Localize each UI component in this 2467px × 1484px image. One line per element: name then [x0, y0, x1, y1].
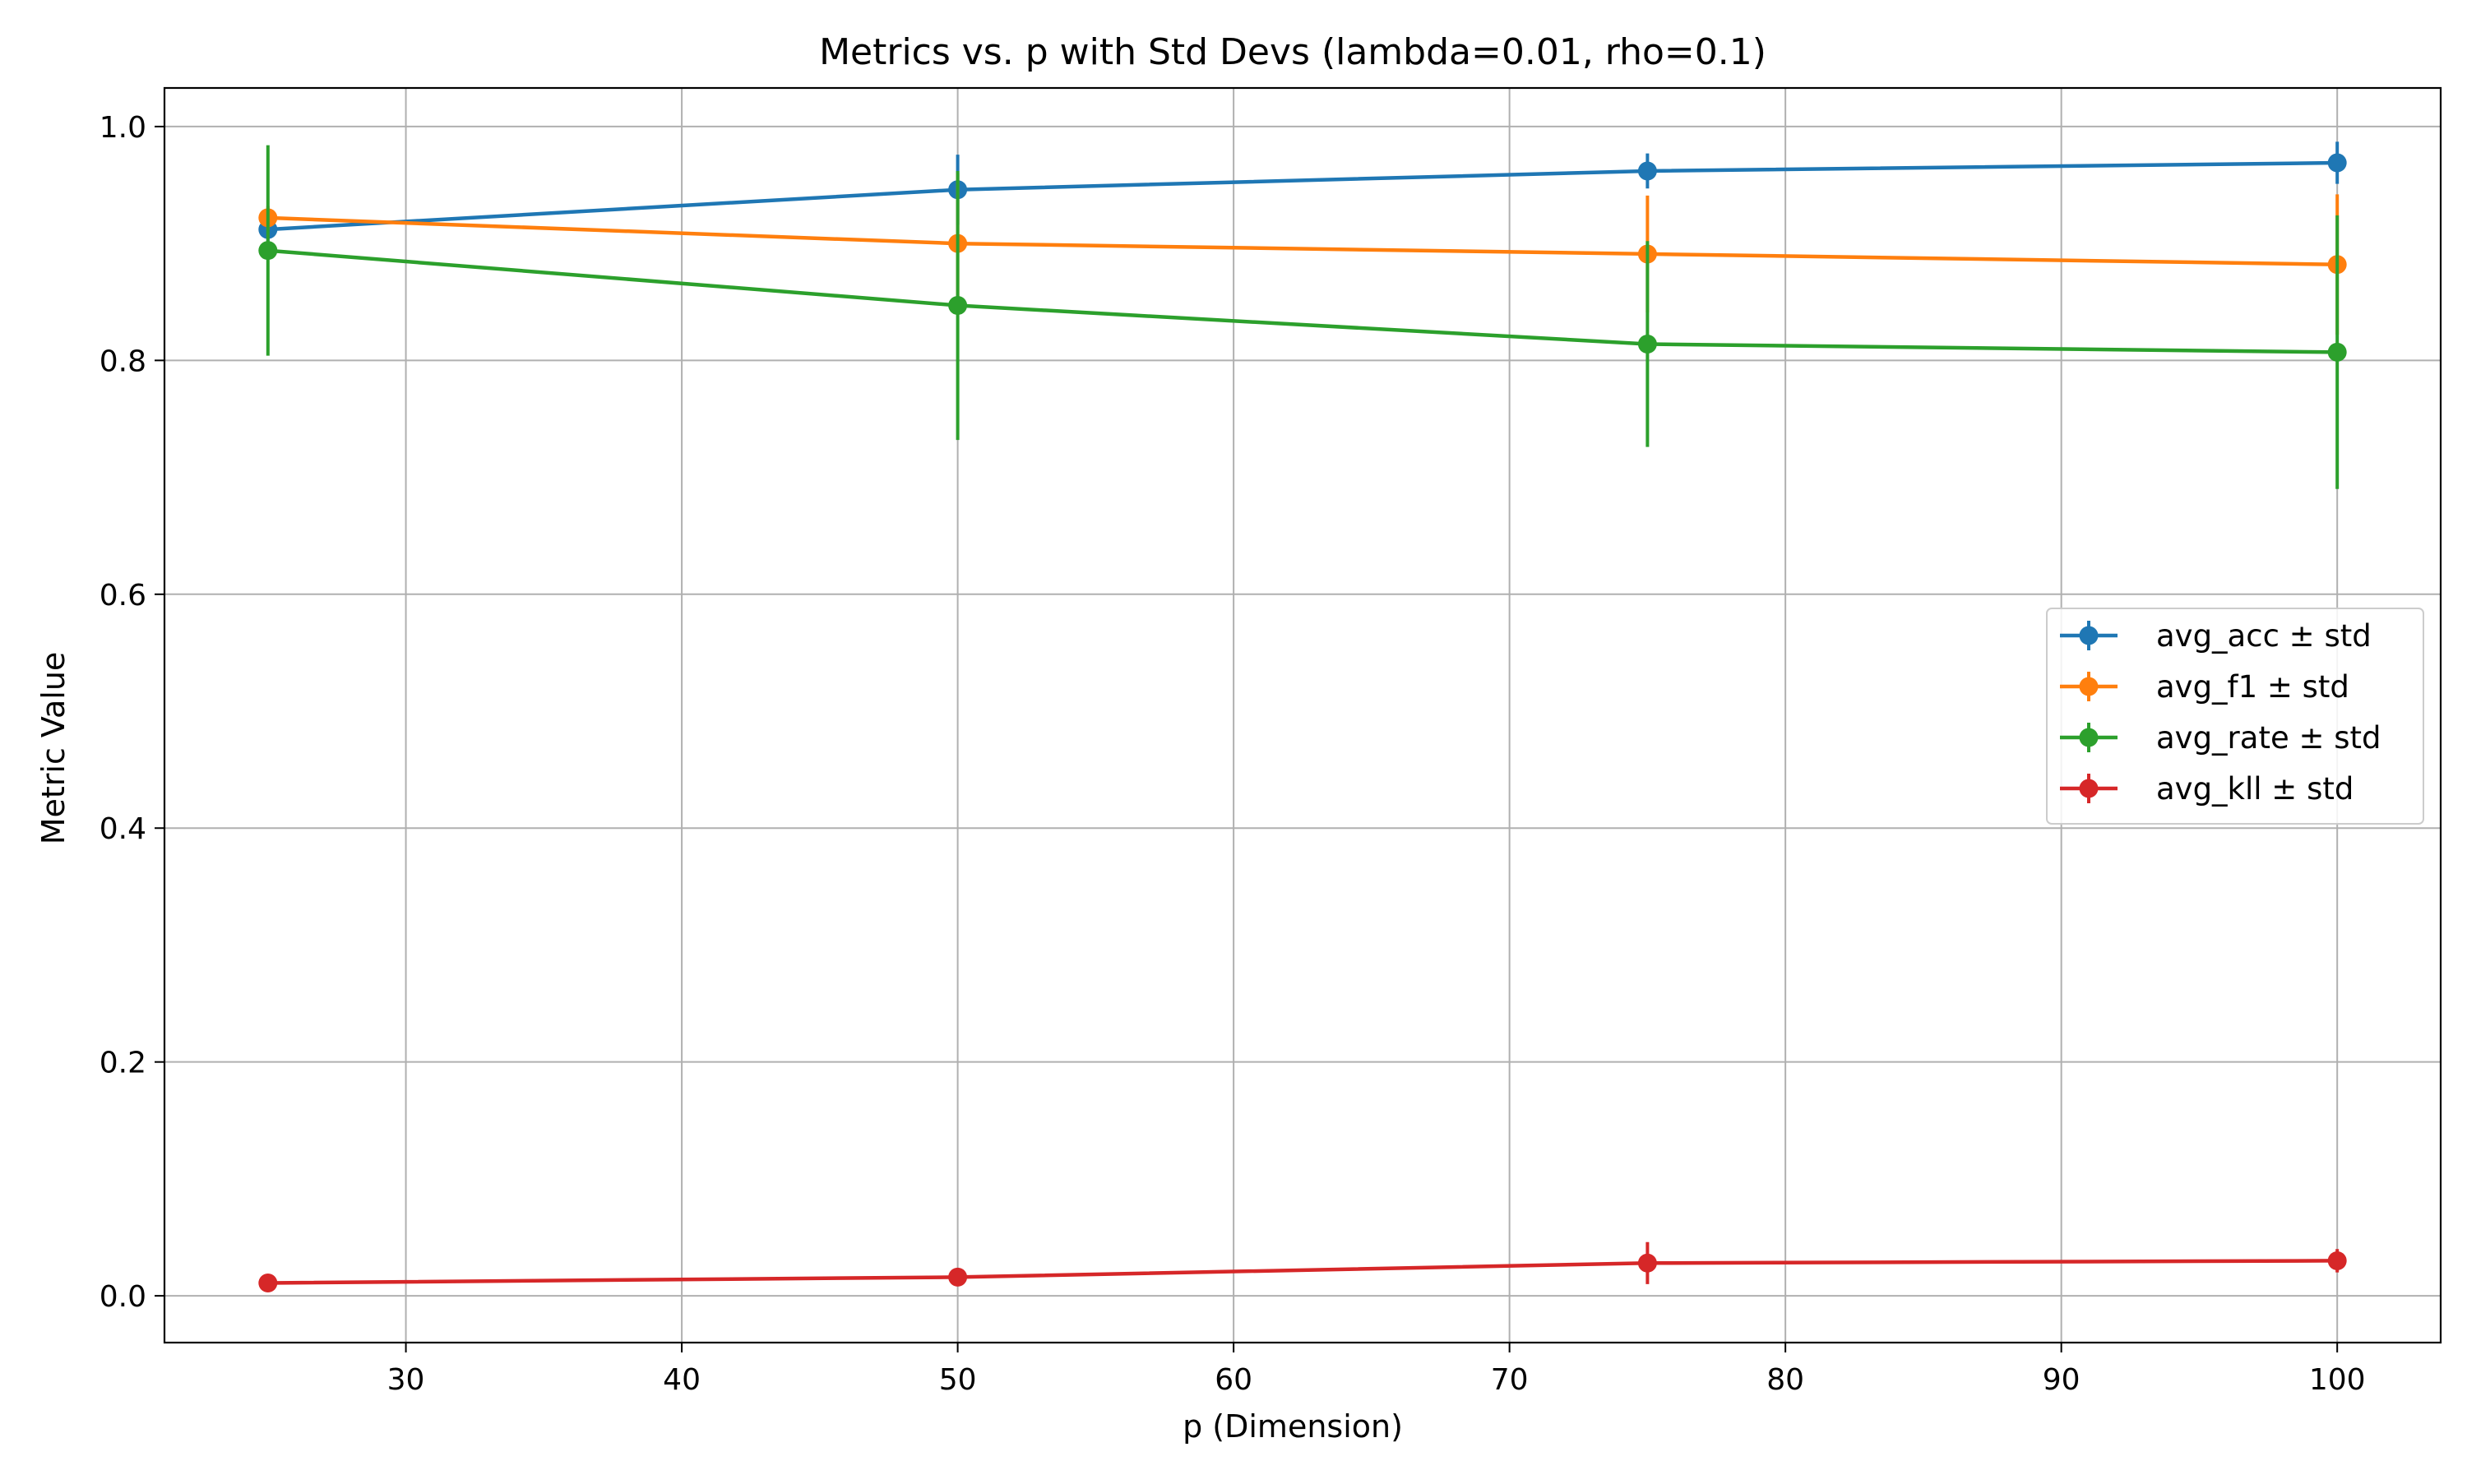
series-avg_kll	[258, 1241, 2347, 1292]
legend-marker	[2079, 677, 2099, 696]
legend-item: avg_f1 ± std	[2060, 669, 2349, 705]
legend: avg_acc ± std avg_f1 ± std avg_rate ± std a…	[2046, 608, 2424, 825]
data-point	[1637, 334, 1657, 354]
series-avg_rate	[258, 145, 2347, 489]
series-layer	[258, 141, 2347, 1292]
data-point	[948, 296, 968, 316]
legend-marker	[2079, 626, 2099, 645]
x-axis-label: p (Dimension)	[1183, 1408, 1403, 1445]
series-line	[267, 248, 2338, 354]
x-tick-label: 40	[663, 1363, 701, 1397]
data-point	[258, 241, 278, 261]
x-tick-label: 60	[1215, 1363, 1252, 1397]
x-tick-label: 70	[1491, 1363, 1529, 1397]
legend-marker	[2079, 728, 2099, 747]
legend-item: avg_acc ± std	[2060, 618, 2372, 654]
x-tick-label: 80	[1766, 1363, 1804, 1397]
legend-label: avg_f1 ± std	[2156, 669, 2349, 705]
data-point	[2327, 1251, 2347, 1270]
series-line	[267, 1259, 2338, 1285]
legend-marker	[2079, 779, 2099, 798]
y-tick-label: 0.2	[100, 1047, 146, 1080]
data-point	[948, 1267, 968, 1287]
data-point	[2327, 342, 2347, 362]
data-point	[2327, 153, 2347, 173]
data-point	[258, 1273, 278, 1292]
data-point	[1637, 161, 1657, 181]
x-tick-label: 90	[2043, 1363, 2081, 1397]
x-tick-label: 100	[2309, 1363, 2366, 1397]
legend-box	[2046, 608, 2424, 825]
legend-item: avg_kll ± std	[2060, 771, 2354, 807]
y-tick-label: 0.6	[100, 579, 146, 613]
legend-item: avg_rate ± std	[2060, 720, 2381, 756]
y-tick-label: 1.0	[100, 111, 146, 145]
ticks: 30 40 50 60 70 80 90 100 0.0 0.2 0.4 0.6 0.8 1.0	[100, 111, 2366, 1397]
y-axis-label: Metric Value	[35, 652, 72, 845]
series-line	[267, 215, 2338, 266]
plot-frame	[163, 86, 2442, 1344]
legend-label: avg_kll ± std	[2156, 771, 2354, 807]
legend-label: avg_rate ± std	[2156, 720, 2381, 756]
x-tick-label: 30	[387, 1363, 425, 1397]
y-tick-label: 0.0	[100, 1280, 146, 1314]
chart-title: Metrics vs. p with Std Devs (lambda=0.01…	[819, 31, 1766, 73]
series-line	[267, 160, 2338, 232]
x-tick-label: 50	[939, 1363, 977, 1397]
y-tick-label: 0.8	[100, 344, 146, 378]
data-point	[1637, 1253, 1657, 1273]
y-tick-label: 0.4	[100, 812, 146, 846]
legend-label: avg_acc ± std	[2156, 618, 2372, 654]
